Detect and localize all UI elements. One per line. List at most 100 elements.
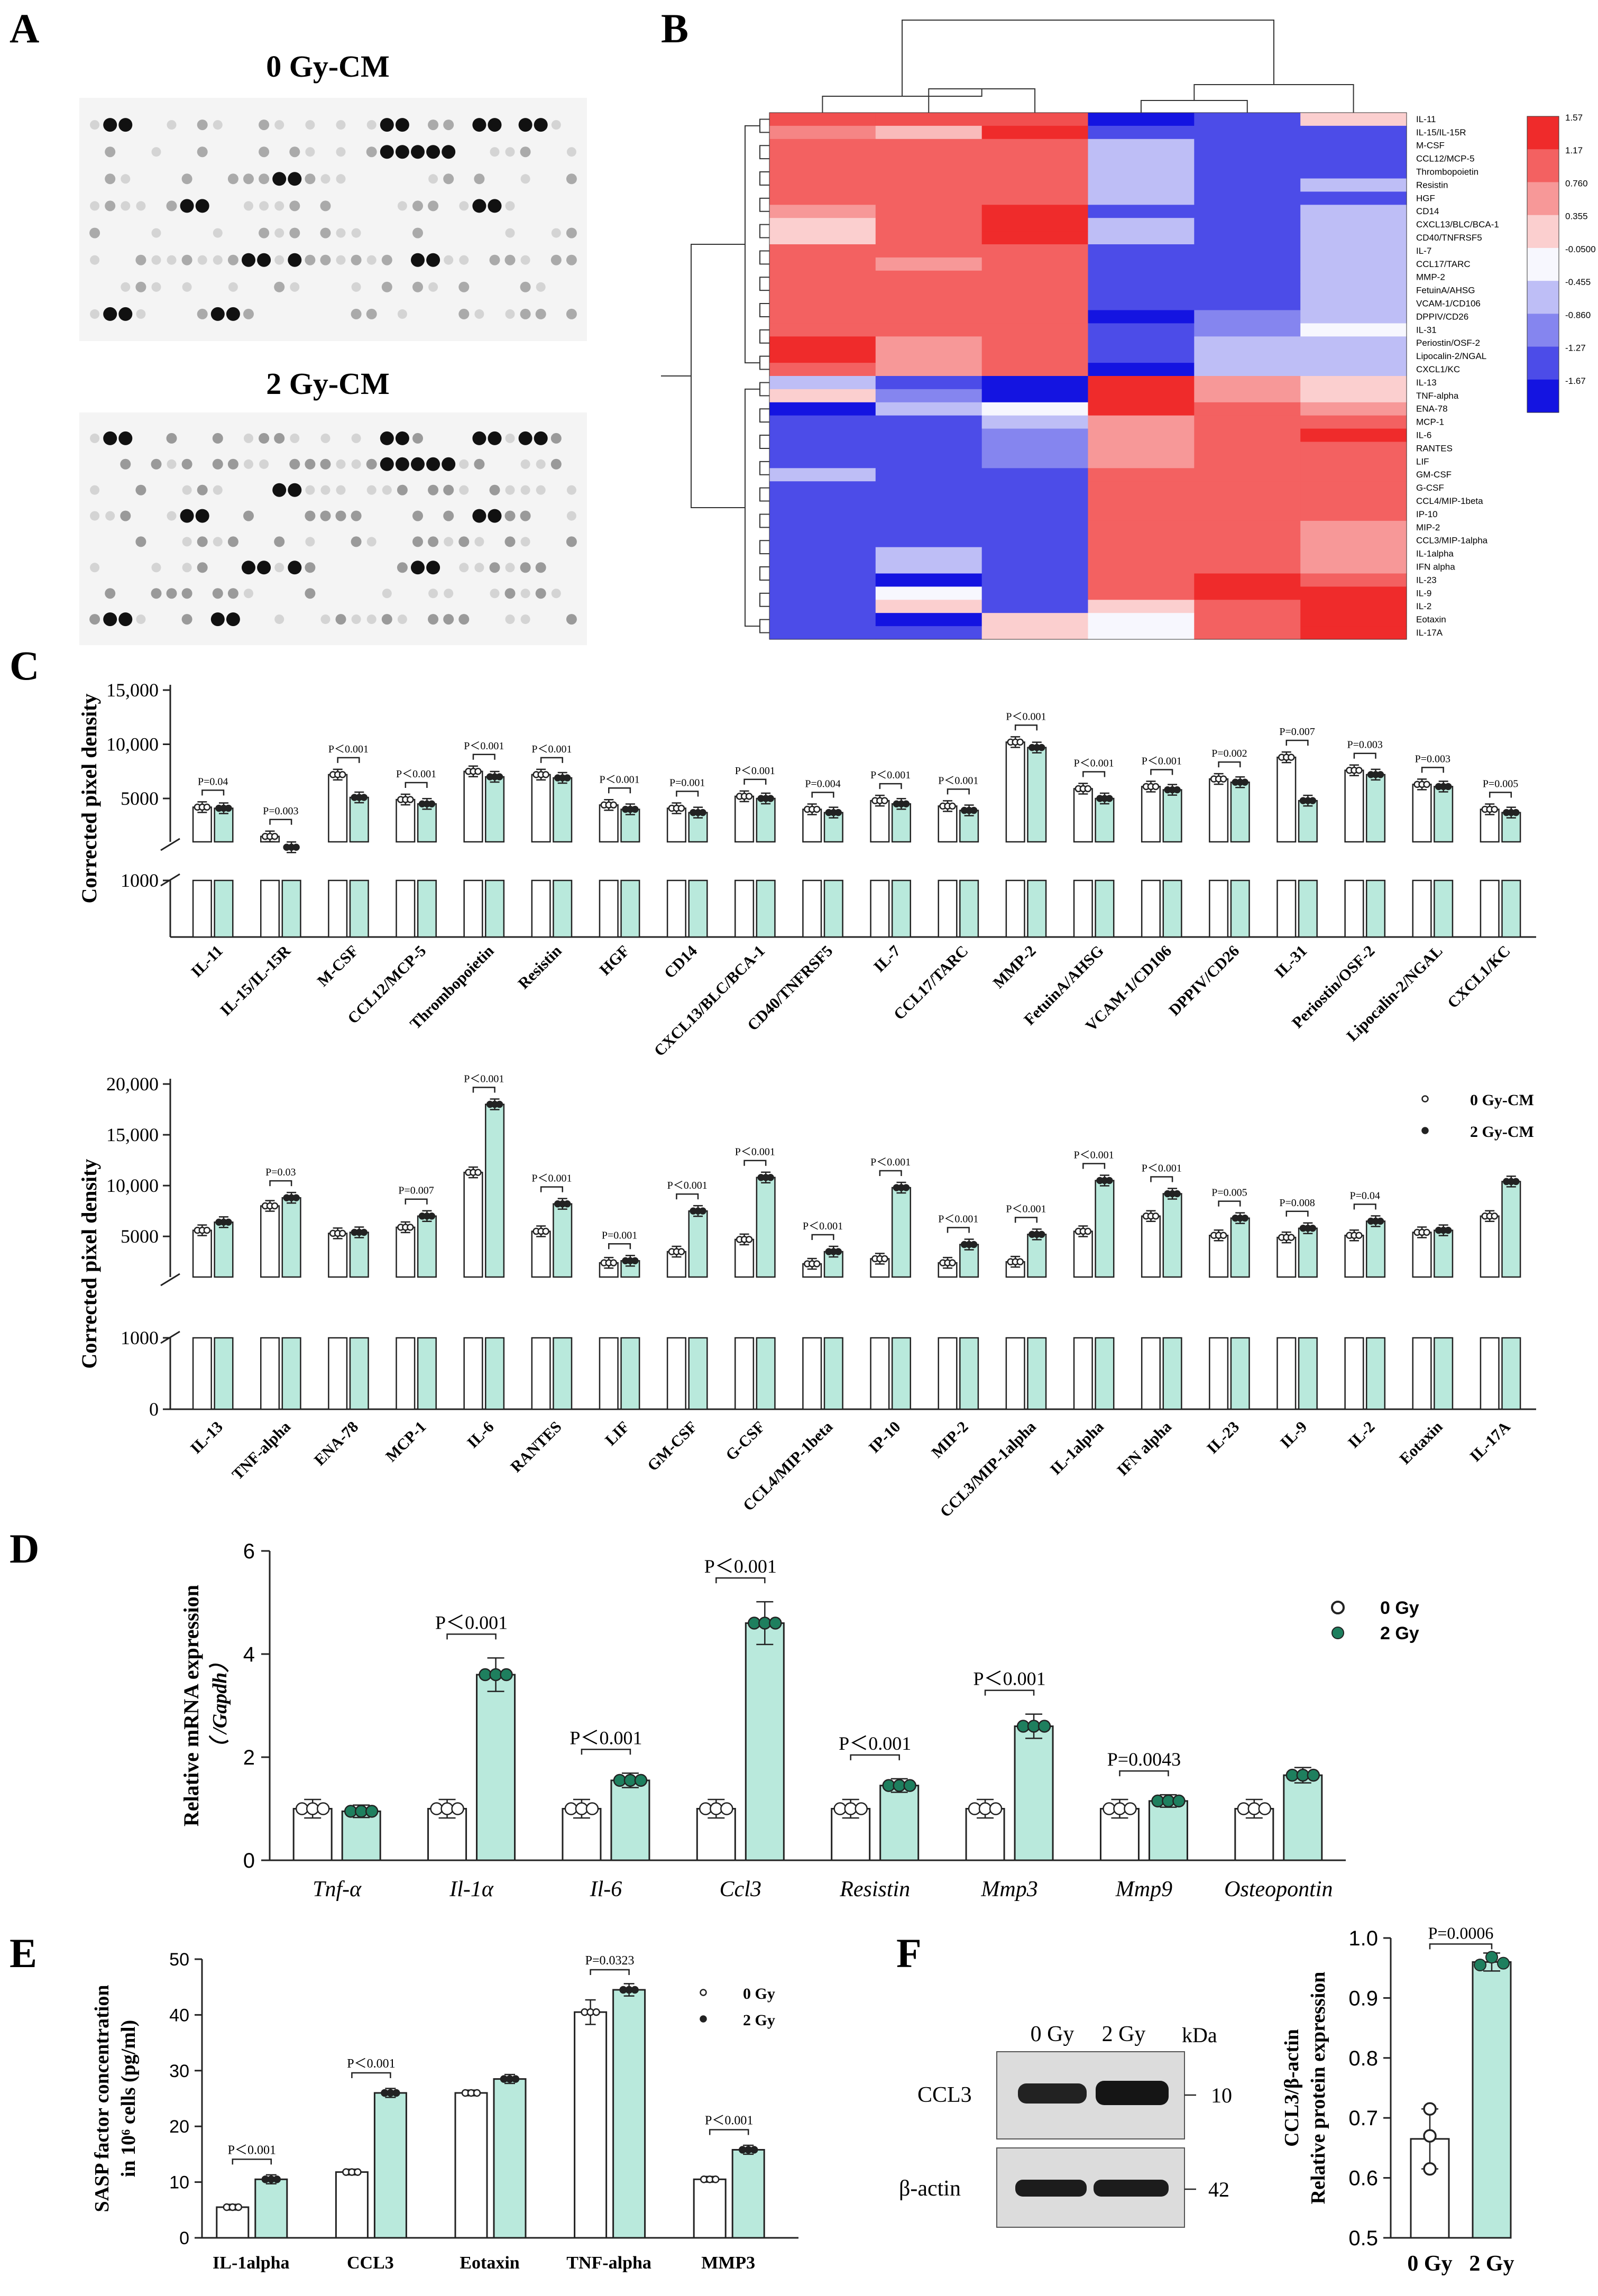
bar-0gy-lower: [802, 879, 822, 938]
array-spot: [566, 173, 577, 185]
array-spot: [274, 536, 285, 547]
heatmap-row-label: Periostin/OSF-2: [1416, 338, 1480, 348]
x-tick-label: IL-9: [1277, 1418, 1310, 1452]
heatmap-row-label: ENA-78: [1416, 404, 1448, 414]
heatmap-cell: [1088, 520, 1195, 535]
heatmap-cell: [981, 297, 1089, 311]
heatmap-cell: [875, 547, 982, 561]
array-spot: [412, 536, 423, 547]
heatmap-row-label: CCL3/MIP-1alpha: [1416, 536, 1488, 546]
array-spot: [320, 227, 331, 238]
heatmap-cell: [981, 534, 1089, 548]
heatmap-cell: [1194, 442, 1301, 455]
dendrogram-branch: [745, 388, 760, 627]
kda-label: kDa: [1182, 2023, 1217, 2047]
heatmap-cell: [1300, 205, 1407, 218]
array-spot: [474, 173, 485, 185]
p-value-label: P＜0.001: [974, 1668, 1046, 1689]
data-point: [500, 1668, 513, 1682]
significance-bracket: [446, 1633, 497, 1640]
array-blot-0gy: [79, 98, 587, 341]
band-ccl3-2gy: [1096, 2081, 1169, 2105]
data-point: [344, 1805, 357, 1818]
significance-bracket: [232, 2159, 272, 2165]
data-point: [1444, 1226, 1452, 1234]
legend-swatch: [1527, 379, 1559, 413]
significance-bracket: [947, 788, 970, 795]
heatmap-cell: [1088, 350, 1195, 363]
array-spot: [472, 509, 486, 523]
array-spot: [395, 431, 409, 445]
array-spot: [195, 509, 209, 523]
bar-0gy-lower: [1344, 1337, 1364, 1410]
array-spot: [566, 614, 577, 625]
heatmap-cell: [981, 283, 1089, 298]
heatmap-cell: [1088, 428, 1195, 443]
bar-2gy-lower: [281, 1337, 301, 1410]
data-point: [440, 1802, 454, 1815]
heatmap-cell: [1300, 389, 1407, 403]
array-spot: [489, 484, 500, 495]
array-spot: [336, 147, 346, 157]
significance-bracket: [715, 1577, 766, 1584]
data-point: [1016, 1720, 1030, 1733]
heatmap-cell: [769, 547, 876, 561]
x-tick-label: RANTES: [507, 1418, 565, 1476]
bar-2gy: [1298, 1227, 1318, 1278]
array-spot: [89, 614, 100, 625]
array-spot: [412, 281, 423, 292]
bar-2gy: [281, 1197, 301, 1278]
array-spot: [151, 228, 161, 238]
heatmap-cell: [1194, 534, 1301, 548]
significance-bracket: [405, 782, 428, 788]
array-spot: [289, 227, 300, 238]
array-spot: [167, 255, 177, 265]
data-point: [542, 1227, 549, 1235]
data-point: [407, 796, 414, 803]
array-spot: [534, 431, 548, 445]
dendrogram-branch: [759, 435, 769, 449]
array-spot: [320, 433, 330, 443]
heatmap-cell: [981, 152, 1089, 166]
x-tick-label: CXCL13/BLC/BCA-1: [651, 942, 769, 1060]
bar-2gy: [417, 1215, 437, 1278]
array-spot: [210, 612, 225, 627]
array-spot: [566, 227, 577, 238]
bar-0gy: [328, 774, 348, 843]
dendrogram-branch: [759, 145, 769, 160]
x-tick-label: MCP-1: [382, 1418, 429, 1465]
array-spot: [213, 255, 223, 265]
x-tick-label: IL-6: [464, 1418, 497, 1452]
bar-0gy-lower: [463, 879, 483, 938]
heatmap-cell: [1300, 376, 1407, 390]
heatmap-row-label: CXCL13/BLC/BCA-1: [1416, 219, 1499, 229]
array-spot: [103, 431, 117, 445]
array-spot: [210, 307, 225, 321]
heatmap-cell: [1300, 573, 1407, 587]
array-spot: [336, 228, 346, 238]
heatmap-row-label: M-CSF: [1416, 141, 1445, 151]
array-spot: [504, 588, 516, 599]
heatmap-cell: [981, 613, 1089, 627]
heatmap-cell: [981, 191, 1089, 205]
significance-bracket: [1285, 739, 1309, 746]
data-point: [903, 1779, 916, 1792]
heatmap-cell: [1088, 494, 1195, 508]
array-spot: [120, 458, 131, 470]
data-point: [1038, 1230, 1045, 1238]
heatmap-cell: [769, 336, 876, 350]
array-spot: [380, 118, 394, 132]
heatmap-cell: [769, 350, 876, 363]
y-tick-label: 0.8: [1348, 2047, 1378, 2070]
array-spot: [474, 563, 484, 573]
array-spot: [566, 147, 576, 157]
p-value-label: P＜0.001: [570, 1727, 642, 1748]
data-point: [1219, 1232, 1227, 1239]
bar-2gy: [1027, 1234, 1047, 1278]
heatmap-cell: [1300, 402, 1407, 416]
heatmap-cell: [769, 468, 876, 482]
array-spot: [167, 511, 177, 521]
array-spot: [520, 510, 531, 521]
bar-0gy-lower: [1480, 1337, 1500, 1410]
heatmap-cell: [1194, 244, 1301, 258]
